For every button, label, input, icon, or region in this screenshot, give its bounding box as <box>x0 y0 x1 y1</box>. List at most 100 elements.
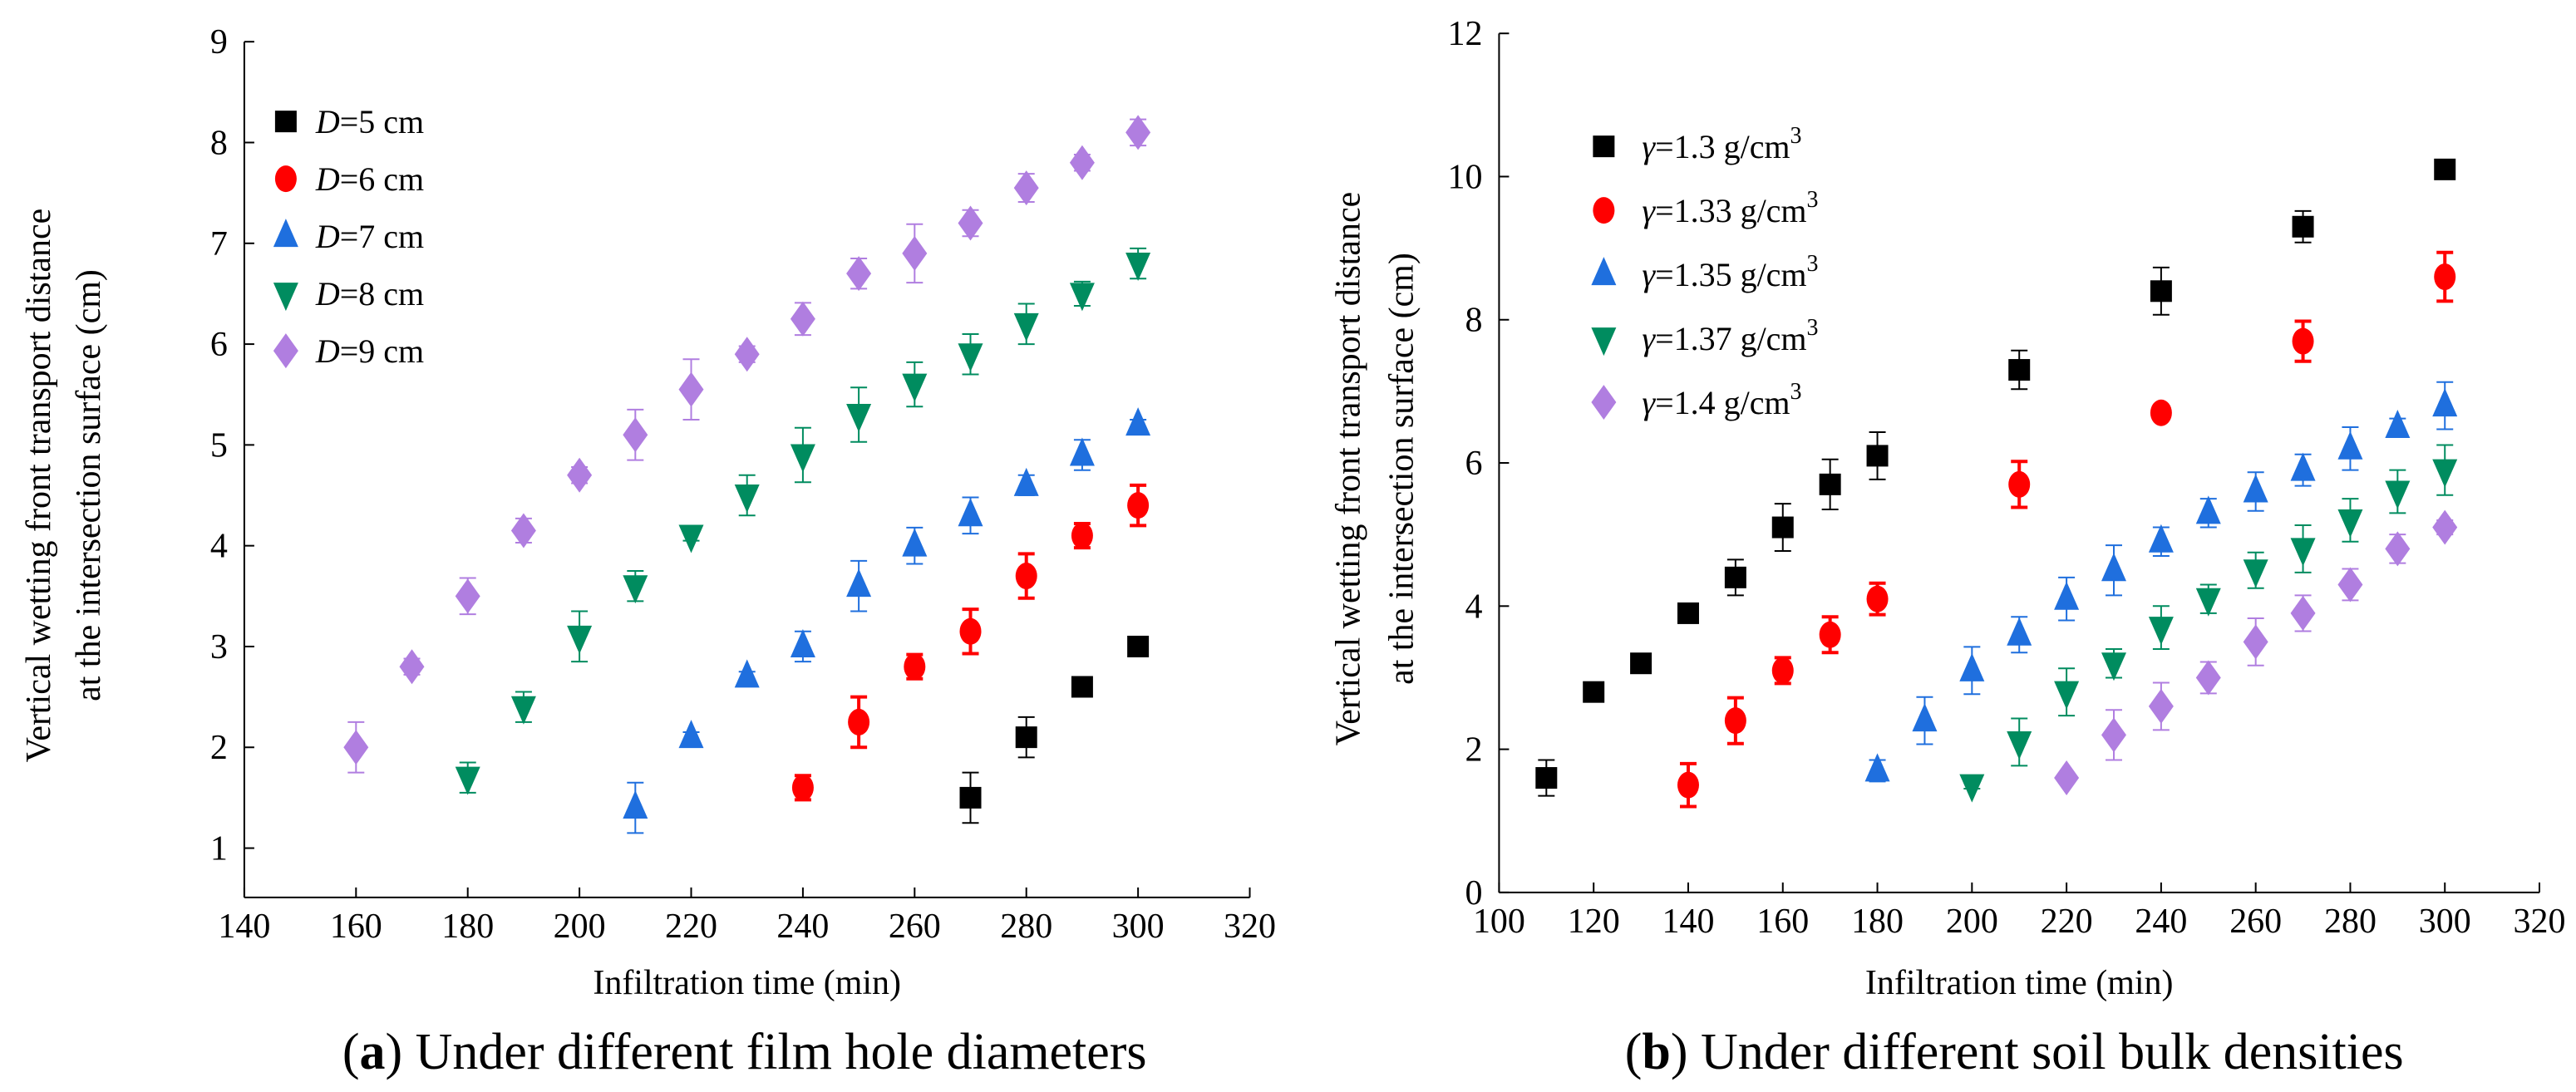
x-tick-label: 220 <box>2041 903 2093 941</box>
data-point <box>2385 409 2411 438</box>
y-tick-label: 8 <box>1465 302 1482 340</box>
series-square <box>1535 158 2456 797</box>
data-point <box>2148 688 2174 724</box>
x-axis-label: Infiltration time (min) <box>593 964 901 1002</box>
data-point <box>678 371 704 407</box>
data-point <box>902 235 928 271</box>
legend-symbol: γ <box>1642 256 1656 293</box>
data-point <box>1069 437 1095 466</box>
data-point <box>904 653 926 681</box>
caption-letter: b <box>1642 1024 1670 1080</box>
series-circle <box>791 483 1150 802</box>
data-point <box>510 696 536 725</box>
data-point <box>1535 767 1558 789</box>
caption-paren: ( <box>342 1024 360 1080</box>
data-point <box>958 343 983 372</box>
legend-label: γ=1.35 g/cm3 <box>1642 251 1818 293</box>
legend-symbol: D <box>315 332 340 370</box>
legend-symbol: γ <box>1642 384 1656 421</box>
legend-marker <box>274 165 297 193</box>
legend-symbol: D <box>315 160 340 198</box>
legend-marker <box>1591 327 1617 357</box>
data-point <box>1069 145 1095 180</box>
legend-label: γ=1.37 g/cm3 <box>1642 315 1818 357</box>
data-point <box>2292 215 2314 238</box>
data-point <box>623 575 648 604</box>
legend-label: D=7 cm <box>315 218 424 255</box>
data-point <box>2337 430 2363 460</box>
x-tick-label: 280 <box>1000 908 1052 946</box>
x-tick-label: 140 <box>1662 903 1715 941</box>
data-point <box>1071 676 1093 698</box>
y-tick-label: 1 <box>210 830 228 868</box>
y-axis-label-line: Vertical wetting front transport distanc… <box>1329 192 1367 746</box>
data-point <box>2008 470 2031 498</box>
x-tick-label: 280 <box>2324 903 2377 941</box>
legend-text: =1.37 g/cm <box>1655 320 1806 357</box>
data-point <box>1912 703 1938 732</box>
series-triangle-up <box>623 407 1151 834</box>
data-point <box>1015 563 1037 590</box>
x-tick-label: 180 <box>1851 903 1904 941</box>
data-point <box>2432 509 2458 545</box>
legend-symbol: D <box>315 218 340 255</box>
data-point <box>2243 559 2268 588</box>
caption-text: ) Under different soil bulk densities <box>1671 1024 2404 1080</box>
data-point <box>1724 566 1746 588</box>
data-point <box>734 659 760 688</box>
legend-text: =1.33 g/cm <box>1655 192 1806 229</box>
data-point <box>1127 635 1150 657</box>
caption-text: ) Under different film hole diameters <box>386 1024 1147 1080</box>
x-tick-label: 160 <box>330 908 382 946</box>
data-point <box>2290 538 2316 567</box>
data-point <box>2290 452 2316 481</box>
data-point <box>567 457 593 493</box>
x-tick-label: 320 <box>2514 903 2566 941</box>
panel-caption: (a) Under different film hole diameters <box>342 1024 1147 1080</box>
legend-label: γ=1.3 g/cm3 <box>1642 123 1801 165</box>
data-point <box>959 617 982 645</box>
data-point <box>1819 621 1841 648</box>
legend-label: D=9 cm <box>315 332 424 370</box>
y-tick-label: 2 <box>1465 731 1482 770</box>
data-point <box>2101 652 2126 681</box>
data-point <box>958 498 983 527</box>
data-point <box>2195 495 2221 524</box>
x-tick-label: 120 <box>1568 903 1620 941</box>
data-point <box>2292 327 2314 355</box>
x-tick-label: 200 <box>1946 903 1998 941</box>
data-point <box>2432 388 2458 417</box>
legend-superscript: 3 <box>1807 187 1819 213</box>
data-point <box>790 301 815 337</box>
legend-marker <box>274 111 297 133</box>
data-point <box>846 403 872 432</box>
x-tick-label: 140 <box>218 908 270 946</box>
data-point <box>2101 717 2126 753</box>
data-point <box>1015 726 1037 749</box>
series-triangle-down <box>1959 444 2458 803</box>
legend-superscript: 3 <box>1790 379 1802 405</box>
data-point <box>2385 531 2411 567</box>
data-point <box>510 513 536 548</box>
legend-symbol: γ <box>1642 128 1656 165</box>
x-tick-label: 320 <box>1224 908 1276 946</box>
legend-marker <box>273 283 298 312</box>
data-point <box>2195 660 2221 696</box>
legend-text: =9 cm <box>340 332 424 370</box>
data-point <box>846 256 872 292</box>
data-point <box>1724 707 1746 735</box>
data-point <box>1864 753 1890 782</box>
x-tick-label: 200 <box>554 908 606 946</box>
legend-label: γ=1.33 g/cm3 <box>1642 187 1818 229</box>
data-point <box>1583 681 1605 703</box>
y-axis-label-line: Vertical wetting front transport distanc… <box>20 209 58 763</box>
data-point <box>1125 407 1151 436</box>
data-point <box>2008 359 2031 381</box>
x-tick-label: 260 <box>889 908 941 946</box>
data-point <box>2434 263 2456 291</box>
data-point <box>2054 760 2080 796</box>
data-point <box>2434 158 2456 180</box>
data-point <box>455 766 480 795</box>
data-point <box>1677 771 1699 799</box>
data-point <box>678 524 704 553</box>
